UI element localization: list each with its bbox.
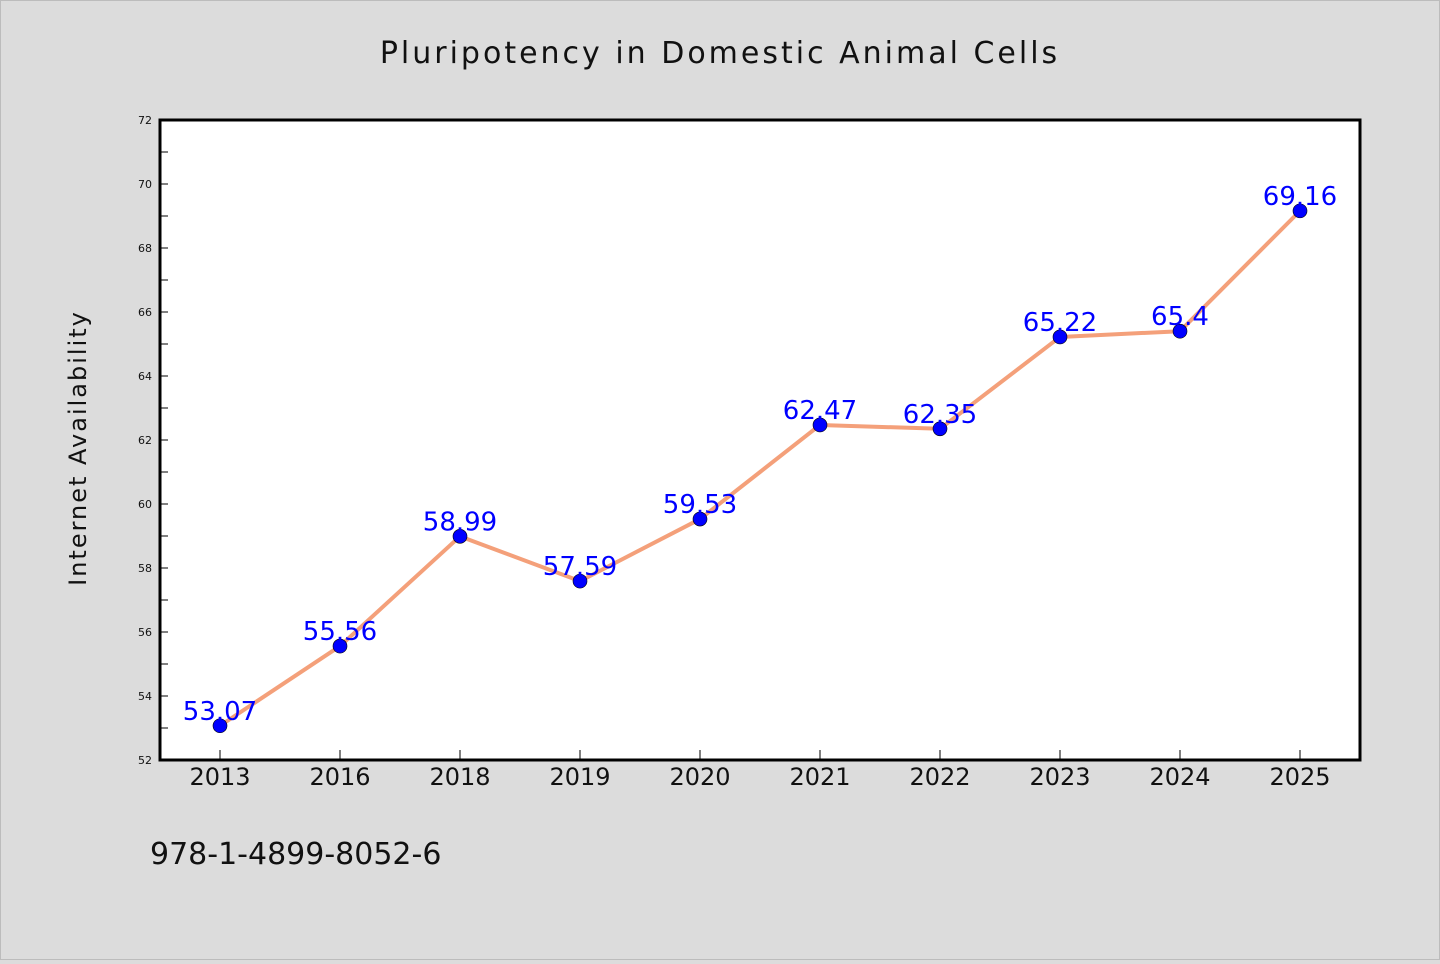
y-axis-label: Internet Availability — [64, 310, 92, 586]
x-tick-label: 2021 — [789, 763, 850, 791]
data-point — [1052, 329, 1068, 345]
y-tick-label: 56 — [138, 626, 152, 639]
plot-frame — [158, 118, 1362, 762]
x-tick-label: 2020 — [669, 763, 730, 791]
y-tick-label: 68 — [138, 242, 152, 255]
data-point — [572, 573, 588, 589]
data-label: 65.4 — [1151, 302, 1209, 332]
x-axis: 2013 2016 2018 2019 2020 2021 2022 2023 2024 2025 — [189, 750, 1331, 791]
series-line — [218, 209, 1302, 728]
y-tick-label: 54 — [138, 690, 152, 703]
y-tick-label: 58 — [138, 562, 152, 575]
data-label: 59.53 — [663, 490, 737, 520]
chart-title: Pluripotency in Domestic Animal Cells — [380, 36, 1060, 71]
x-tick-label: 2025 — [1269, 763, 1330, 791]
data-label: 58.99 — [423, 507, 497, 537]
x-tick-label: 2016 — [309, 763, 370, 791]
x-tick-label: 2024 — [1149, 763, 1210, 791]
data-point — [1292, 203, 1308, 219]
data-label: 53.07 — [183, 697, 257, 727]
y-tick-label: 62 — [138, 434, 152, 447]
data-label: 69.16 — [1263, 182, 1337, 212]
x-tick-label: 2013 — [189, 763, 250, 791]
data-point — [212, 718, 228, 734]
data-label: 62.35 — [903, 400, 977, 430]
y-tick-label: 64 — [138, 370, 152, 383]
x-tick-label: 2018 — [429, 763, 490, 791]
data-point — [1172, 323, 1188, 339]
y-tick-label: 72 — [138, 114, 152, 127]
data-point — [452, 529, 468, 544]
x-tick-label: 2019 — [549, 763, 610, 791]
data-label: 55.56 — [303, 617, 377, 647]
y-tick-label: 70 — [138, 178, 152, 191]
y-tick-label: 52 — [138, 754, 152, 767]
data-label: 57.59 — [543, 552, 617, 582]
data-point — [812, 417, 828, 433]
footer-text: 978-1-4899-8052-6 — [150, 837, 441, 872]
plot-area — [160, 120, 1360, 760]
series-layer: 53.07 55.56 58.99 57.59 59.53 62.47 62.35 65.22… — [183, 182, 1337, 734]
data-label: 65.22 — [1023, 308, 1097, 338]
data-point — [692, 511, 708, 527]
data-point — [332, 638, 348, 654]
x-tick-label: 2023 — [1029, 763, 1090, 791]
y-tick-label: 66 — [138, 306, 152, 319]
data-point — [932, 421, 948, 437]
x-tick-label: 2022 — [909, 763, 970, 791]
data-label: 62.47 — [783, 396, 857, 426]
y-tick-label: 60 — [138, 498, 152, 511]
